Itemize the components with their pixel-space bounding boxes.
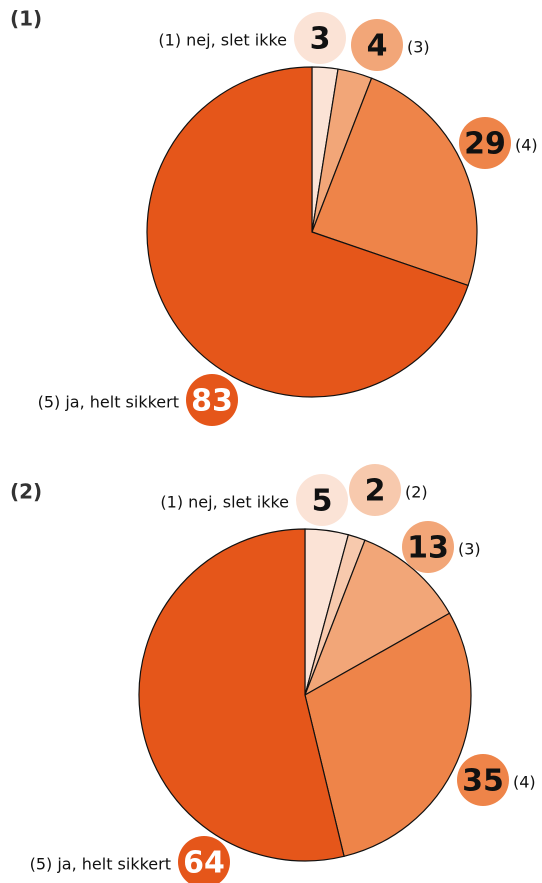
category-label: (3) — [407, 38, 430, 57]
data-label: 4 — [367, 29, 388, 64]
data-label: 2 — [365, 474, 386, 509]
category-label: (4) — [515, 136, 538, 155]
pie-slice — [303, 539, 451, 697]
value-bubble — [178, 836, 230, 883]
data-label: 83 — [191, 384, 233, 419]
category-label: (3) — [458, 540, 481, 559]
data-label: 3 — [310, 22, 331, 57]
data-label: 64 — [183, 846, 225, 881]
value-bubble — [349, 464, 401, 516]
value-bubble — [457, 754, 509, 806]
value-bubble — [351, 19, 403, 71]
chart-title: (2) — [10, 480, 42, 504]
category-label: (4) — [513, 773, 536, 792]
category-label: (1) nej, slet ikke — [158, 31, 287, 50]
data-label: 29 — [464, 127, 506, 162]
value-bubble — [296, 474, 348, 526]
value-bubble — [294, 12, 346, 64]
category-label: (5) ja, helt sikkert — [30, 855, 171, 874]
category-label: (1) nej, slet ikke — [160, 493, 289, 512]
data-label: 13 — [407, 531, 449, 566]
category-label: (5) ja, helt sikkert — [38, 393, 179, 412]
pie-slice — [146, 66, 469, 398]
value-bubble — [459, 117, 511, 169]
pie-slice — [304, 612, 472, 858]
category-label: (2) — [405, 483, 428, 502]
value-bubble — [402, 521, 454, 573]
value-bubble — [186, 374, 238, 426]
pie-slice — [311, 77, 478, 287]
data-label: 35 — [462, 764, 504, 799]
pie-slice — [138, 528, 345, 862]
chart-title: (1) — [10, 7, 42, 31]
data-label: 5 — [312, 484, 333, 519]
